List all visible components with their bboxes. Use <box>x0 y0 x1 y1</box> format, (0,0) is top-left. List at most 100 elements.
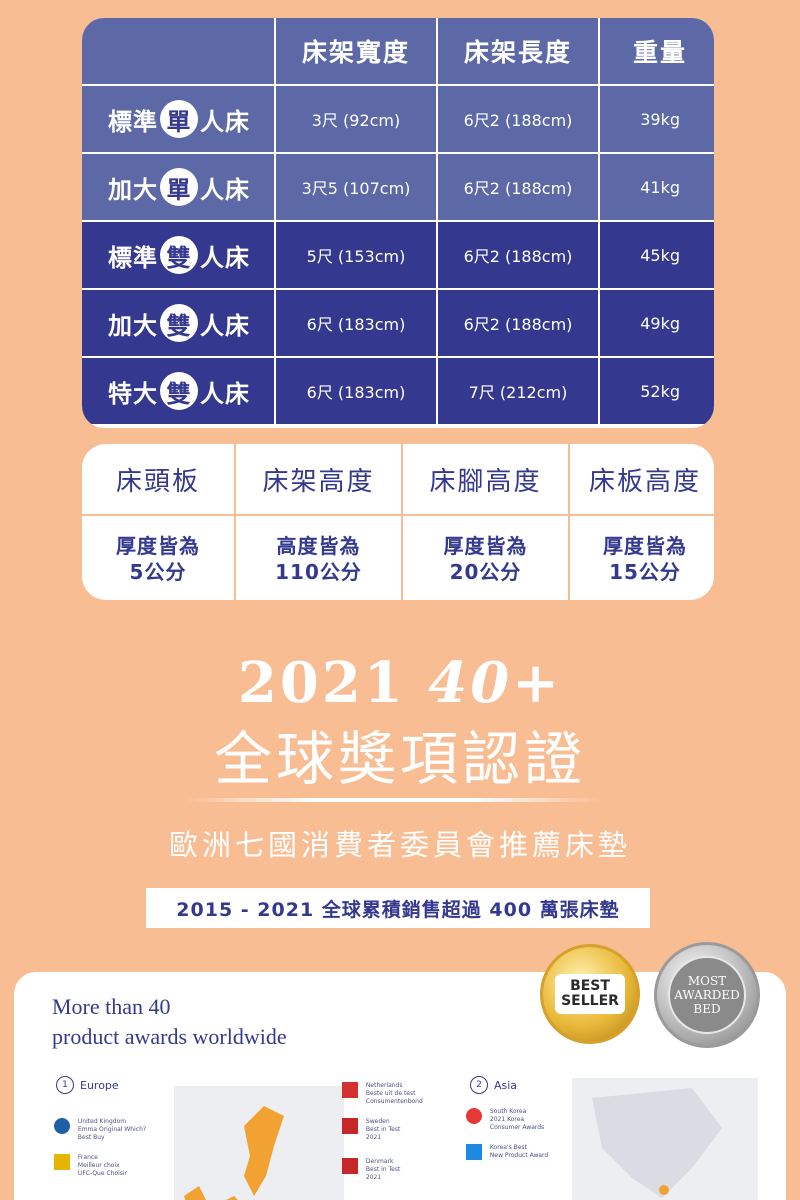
award-denmark: Denmark Best in Test 2021 <box>342 1158 400 1182</box>
size-suffix: 人床 <box>200 175 250 204</box>
badge-most-text: MOST <box>687 974 727 988</box>
award-name: Beste uit de test <box>365 1090 416 1097</box>
award-sweden: Sweden Best in Test 2021 <box>342 1118 400 1142</box>
award-uk: United Kingdom Emma Original Which? Best… <box>54 1118 146 1142</box>
bed-size-table: 床架寬度 床架長度 重量 標準 單 人床 3尺 (92cm) 6尺2 (188c… <box>82 18 714 428</box>
spec-value-frame-height: 高度皆為 110公分 <box>236 516 401 600</box>
award-name: 2021 Korea <box>489 1116 525 1123</box>
header-width: 床架寬度 <box>276 18 436 84</box>
row-name: 加大 單 人床 <box>82 154 274 220</box>
awards-count: 40+ <box>428 650 563 716</box>
size-suffix: 人床 <box>200 311 250 340</box>
row-name: 標準 單 人床 <box>82 86 274 152</box>
row-length: 6尺2 (188cm) <box>438 290 598 356</box>
size-suffix: 人床 <box>200 107 250 136</box>
award-detail: 2021 <box>365 1174 382 1181</box>
award-country: South Korea <box>489 1108 527 1115</box>
row-width: 6尺 (183cm) <box>276 358 436 424</box>
spec-header-frame-height: 床架高度 <box>236 444 401 514</box>
row-weight: 52kg <box>600 358 714 424</box>
awards-cert-title: 全球獎項認證 <box>213 725 586 793</box>
spec-value-board-height: 厚度皆為 15公分 <box>570 516 714 600</box>
award-name: Best in Test <box>365 1166 401 1173</box>
row-length: 6尺2 (188cm) <box>438 222 598 288</box>
korea-award-logo-icon <box>466 1108 482 1124</box>
award-detail: New Product Award <box>489 1152 549 1159</box>
region-europe: 1 Europe <box>56 1076 119 1094</box>
award-france: France Meilleur choix UFC-Que Choisir <box>54 1154 127 1178</box>
best-seller-badge-icon: BEST SELLER <box>540 944 640 1044</box>
award-detail: Consumentenbond <box>365 1098 423 1105</box>
awards-year: 2021 <box>237 650 406 716</box>
row-weight: 49kg <box>600 290 714 356</box>
best-in-test-logo-icon <box>342 1118 358 1134</box>
consumentenbond-logo-icon <box>342 1082 358 1098</box>
size-table-corner <box>82 18 274 84</box>
korea-best-logo-icon <box>466 1144 482 1160</box>
asia-map-shape <box>592 1088 722 1198</box>
row-length: 6尺2 (188cm) <box>438 154 598 220</box>
most-awarded-badge-icon: MOST AWARDED BED <box>654 942 760 1048</box>
size-prefix: 特大 <box>108 379 158 408</box>
row-name: 特大 雙 人床 <box>82 358 274 424</box>
bed-spec-table: 床頭板 床架高度 床腳高度 床板高度 厚度皆為 5公分 高度皆為 110公分 厚… <box>82 444 714 600</box>
best-in-test-logo-icon <box>342 1158 358 1174</box>
row-length: 6尺2 (188cm) <box>438 86 598 152</box>
size-prefix: 加大 <box>108 311 158 340</box>
que-choisir-logo-icon <box>54 1154 70 1170</box>
badge-seller-text: SELLER <box>561 993 619 1009</box>
size-circled-char: 雙 <box>160 304 198 342</box>
badge-best-text: BEST <box>570 978 610 994</box>
header-weight: 重量 <box>600 18 714 84</box>
awards-heading-line-2: product awards worldwide <box>52 1024 287 1049</box>
row-weight: 45kg <box>600 222 714 288</box>
best-seller-badge-label: BEST SELLER <box>555 974 625 1014</box>
which-logo-icon <box>54 1118 70 1134</box>
most-awarded-badge-label: MOST AWARDED BED <box>668 956 746 1034</box>
award-korea-best: Korea's Best New Product Award <box>466 1144 548 1160</box>
award-country: United Kingdom <box>77 1118 127 1125</box>
location-pin-icon: 2 <box>470 1076 488 1094</box>
row-width: 3尺 (92cm) <box>276 86 436 152</box>
awards-year-title: 2021 40+ <box>0 650 800 716</box>
award-country: France <box>77 1154 98 1161</box>
award-detail: UFC-Que Choisir <box>77 1170 128 1177</box>
size-circled-char: 單 <box>160 168 198 206</box>
divider <box>186 798 600 802</box>
size-prefix: 標準 <box>108 107 158 136</box>
row-width: 5尺 (153cm) <box>276 222 436 288</box>
award-name: Meilleur choix <box>77 1162 120 1169</box>
spec-value-leg-height: 厚度皆為 20公分 <box>403 516 568 600</box>
location-pin-icon: 1 <box>56 1076 74 1094</box>
size-prefix: 加大 <box>108 175 158 204</box>
europe-recommend-line: 歐洲七國消費者委員會推薦床墊 <box>168 828 631 862</box>
badge-bed-text: BED <box>693 1002 721 1016</box>
region-asia-label: Asia <box>494 1078 518 1092</box>
region-europe-label: Europe <box>80 1078 119 1092</box>
awards-heading-line-1: More than 40 <box>52 994 171 1019</box>
row-weight: 39kg <box>600 86 714 152</box>
row-length: 7尺 (212cm) <box>438 358 598 424</box>
sales-banner: 2015 - 2021 全球累積銷售超過 400 萬張床墊 <box>146 888 650 928</box>
size-suffix: 人床 <box>200 379 250 408</box>
size-prefix: 標準 <box>108 243 158 272</box>
award-detail: Best Buy <box>77 1134 105 1141</box>
row-width: 3尺5 (107cm) <box>276 154 436 220</box>
header-length: 床架長度 <box>438 18 598 84</box>
size-circled-char: 雙 <box>160 236 198 274</box>
row-name: 加大 雙 人床 <box>82 290 274 356</box>
awards-card-heading: More than 40 product awards worldwide <box>52 992 312 1052</box>
region-asia: 2 Asia <box>470 1076 517 1094</box>
award-country: Sweden <box>365 1118 390 1125</box>
size-suffix: 人床 <box>200 243 250 272</box>
spec-value-headboard: 厚度皆為 5公分 <box>82 516 234 600</box>
asia-map <box>572 1078 758 1200</box>
award-detail: 2021 <box>365 1134 382 1141</box>
spec-header-board-height: 床板高度 <box>570 444 714 514</box>
europe-map <box>174 1086 344 1200</box>
row-name: 標準 雙 人床 <box>82 222 274 288</box>
award-country: Denmark <box>365 1158 394 1165</box>
award-name: Best in Test <box>365 1126 401 1133</box>
award-name: Emma Original Which? <box>77 1126 147 1133</box>
award-country: Netherlands <box>365 1082 403 1089</box>
